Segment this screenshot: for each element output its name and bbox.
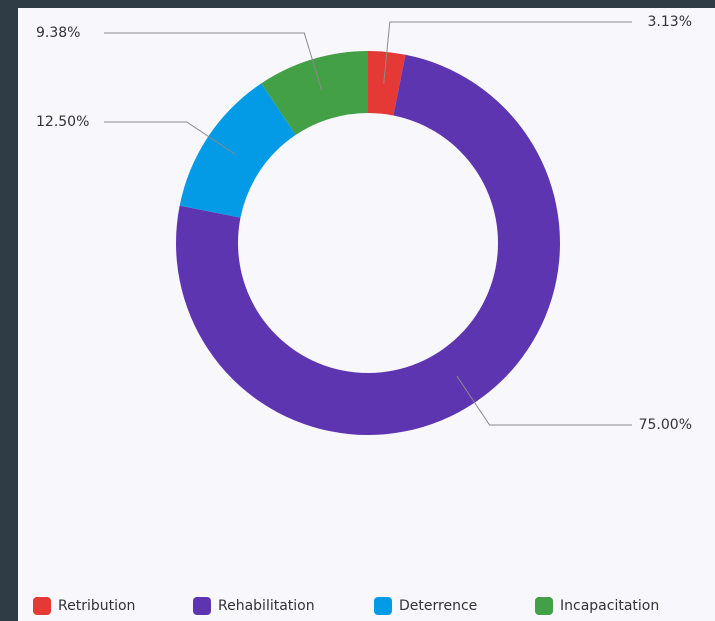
leader-line — [104, 32, 323, 91]
legend-swatch — [535, 597, 553, 615]
leader-line — [104, 121, 236, 155]
donut-slice — [368, 51, 406, 116]
donut-slice — [179, 83, 296, 218]
slice-label: 12.50% — [36, 114, 89, 130]
slice-label: 3.13% — [648, 14, 692, 30]
legend-label: Incapacitation — [560, 598, 659, 614]
legend-swatch — [374, 597, 392, 615]
legend-label: Deterrence — [399, 598, 477, 614]
leader-line — [383, 21, 632, 84]
legend-swatch — [33, 597, 51, 615]
donut-slice — [176, 54, 561, 436]
leader-line — [456, 375, 632, 426]
slice-label: 75.00% — [639, 417, 692, 433]
donut-slice — [261, 51, 368, 135]
slice-label: 9.38% — [36, 25, 80, 41]
legend-swatch — [193, 597, 211, 615]
legend-label: Retribution — [58, 598, 135, 614]
legend-label: Rehabilitation — [218, 598, 315, 614]
